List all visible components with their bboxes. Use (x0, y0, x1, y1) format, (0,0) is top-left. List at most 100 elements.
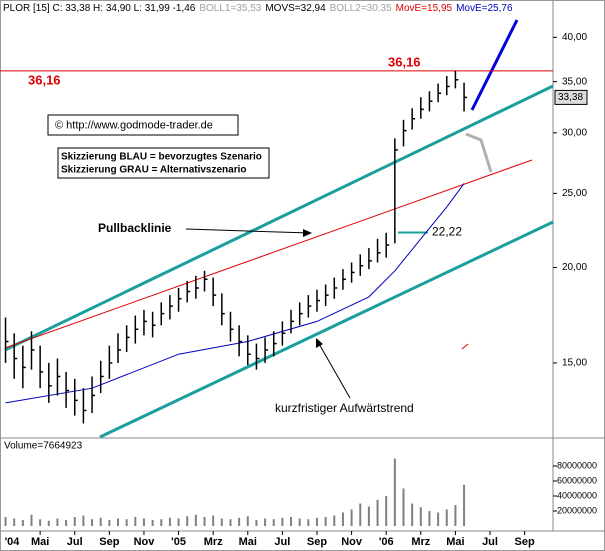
volume-bar (203, 517, 206, 526)
volume-bar (454, 505, 457, 526)
x-tick-label: Mai (239, 536, 257, 548)
volume-bar (177, 518, 180, 526)
volume-bar (142, 518, 145, 526)
volume-bar (30, 514, 33, 526)
volume-tick-label: 20000000 (557, 505, 597, 515)
volume-bar (65, 520, 68, 526)
volume-bar (47, 520, 50, 526)
y-tick-label: 30,00 (562, 127, 587, 138)
price-tag (554, 89, 588, 105)
scenario-gray: Skizzierung GRAU = Alternativszenario (61, 165, 247, 176)
volume-bar (246, 516, 249, 526)
x-tick-label: Mrz (204, 536, 223, 548)
volume-bar (385, 496, 388, 526)
volume-bar (367, 506, 370, 526)
volume-bar (73, 517, 76, 526)
volume-bar (229, 519, 232, 526)
x-tick-label: Jul (274, 536, 290, 548)
volume-bar (186, 516, 189, 526)
x-tick-label: Nov (341, 536, 363, 548)
volume-bar (117, 518, 120, 526)
breakout-label: 22,22 (432, 225, 462, 239)
resistance-label: 36,16 (388, 54, 421, 69)
pullback-line (4, 159, 533, 349)
header-item: BOLL1=35,53 (199, 3, 261, 14)
copyright-box (47, 114, 239, 136)
volume-bar (220, 518, 223, 526)
header-item: PLOR [15] C: 33,38 H: 34,90 L: 31,99 -1,… (3, 3, 196, 14)
header-item: MovE=15,95 (396, 3, 453, 14)
y-tick-label: 15,00 (562, 358, 587, 369)
volume-bar (428, 511, 431, 526)
trend-channel-upper (4, 84, 554, 352)
x-tick-label: Mai (446, 536, 464, 548)
header-item: MOVS=32,94 (265, 3, 326, 14)
y-tick-label: 20,00 (562, 262, 587, 273)
marker (461, 343, 469, 350)
x-tick-label: Sep (307, 536, 327, 548)
copyright: © http://www.godmode-trader.de (55, 119, 213, 131)
x-tick-label: '04 (5, 536, 21, 548)
x-tick-label: '05 (171, 536, 186, 548)
x-tick-label: Jul (482, 536, 498, 548)
pointer (317, 341, 351, 399)
moving-average (5, 183, 465, 404)
volume-bar (359, 503, 362, 526)
volume-tick-label: 40000000 (557, 490, 597, 500)
volume-label: Volume=7664923 (4, 441, 83, 452)
volume-bar (350, 509, 353, 526)
volume-bar (56, 518, 59, 526)
volume-bar (91, 519, 94, 526)
scenario-gray-arrow (465, 132, 493, 173)
volume-bar (238, 517, 241, 526)
volume-tick-label: 60000000 (557, 475, 597, 485)
trend-channel-lower (99, 220, 554, 439)
volume-bar (341, 512, 344, 526)
header-item: BOLL2=30,35 (330, 3, 392, 14)
volume-bar (99, 517, 102, 526)
volume-bar (21, 520, 24, 526)
volume-tick-label: 80000000 (557, 460, 597, 470)
volume-bar (298, 518, 301, 526)
volume-bar (212, 515, 215, 526)
volume-bar (151, 520, 154, 526)
volume-bar (168, 517, 171, 526)
y-tick-label: 25,00 (562, 188, 587, 199)
trend-label: kurzfristiger Aufwärtstrend (275, 401, 414, 415)
legend-box (57, 147, 270, 179)
x-tick-label: Nov (134, 536, 156, 548)
pointer-head (303, 229, 312, 237)
pullback-label: Pullbacklinie (98, 221, 172, 235)
x-tick-label: '06 (379, 536, 394, 548)
volume-bar (108, 520, 111, 526)
volume-bar (281, 517, 284, 526)
volume-bar (315, 517, 318, 526)
price-tag-label: 33,38 (558, 92, 583, 103)
x-tick-label: Sep (515, 536, 535, 548)
y-tick-label: 35,00 (562, 76, 587, 87)
y-tick-label: 40,00 (562, 32, 587, 43)
volume-bar (13, 518, 16, 526)
volume-bar (160, 519, 163, 526)
volume-bar (324, 517, 327, 526)
x-tick-label: Sep (99, 536, 119, 548)
header-text: PLOR [15] C: 33,38 H: 34,90 L: 31,99 -1,… (3, 3, 513, 14)
scenario-blue-arrow (470, 19, 519, 111)
volume-bar (463, 484, 466, 526)
volume-bar (437, 512, 440, 526)
volume-bar (82, 515, 85, 526)
volume-bar (419, 507, 422, 526)
pointer (185, 228, 311, 234)
volume-bar (411, 503, 414, 526)
volume-bar (264, 518, 267, 526)
volume-bar (445, 509, 448, 526)
volume-bar (194, 514, 197, 526)
scenario-blue: Skizzierung BLAU = bevorzugtes Szenario (61, 152, 262, 163)
volume-bar (4, 517, 7, 526)
volume-bar (290, 517, 293, 526)
resistance-label: 36,16 (28, 72, 61, 87)
volume-bar (39, 519, 42, 526)
volume-bar (393, 458, 396, 526)
